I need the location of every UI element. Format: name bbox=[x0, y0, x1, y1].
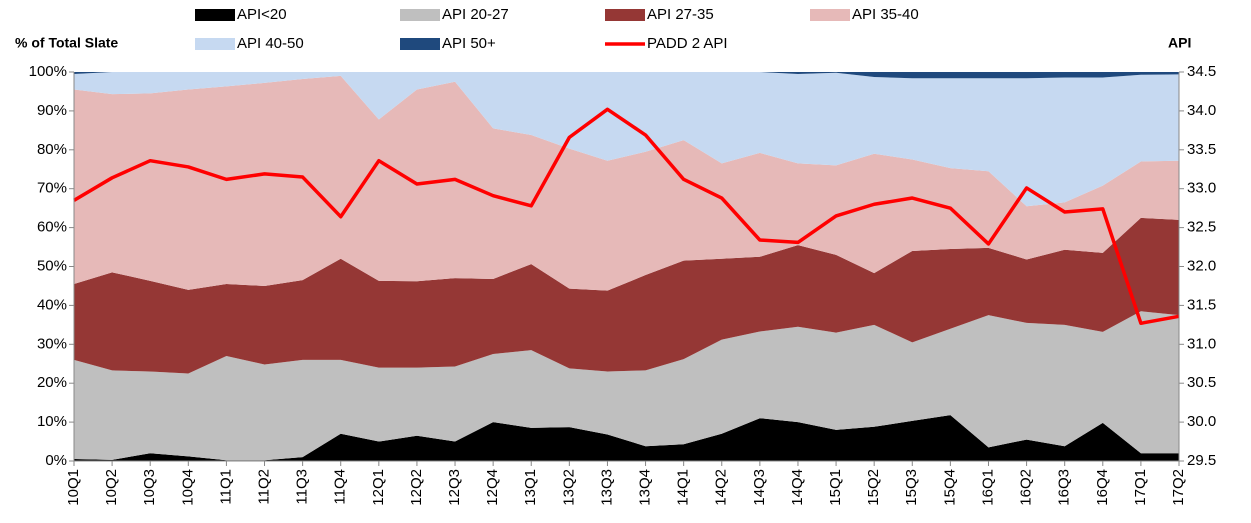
x-tick-label: 10Q2 bbox=[103, 469, 120, 506]
y2-tick-label: 33.5 bbox=[1187, 141, 1216, 158]
y2-tick-label: 31.0 bbox=[1187, 335, 1216, 352]
y2-tick-label: 32.5 bbox=[1187, 219, 1216, 236]
x-tick-label: 14Q1 bbox=[675, 469, 692, 506]
x-tick-label: 15Q2 bbox=[865, 469, 882, 506]
x-tick-label: 13Q4 bbox=[637, 469, 654, 506]
y-tick-label: 90% bbox=[37, 102, 67, 119]
y-tick-label: 0% bbox=[45, 452, 67, 469]
x-tick-label: 10Q3 bbox=[141, 469, 158, 506]
line bbox=[73, 107, 1180, 326]
y2-tick-label: 34.5 bbox=[1187, 63, 1216, 80]
x-tick-label: 17Q2 bbox=[1170, 469, 1187, 506]
y-tick-label: 60% bbox=[37, 219, 67, 236]
x-tick-label: 13Q2 bbox=[560, 469, 577, 506]
x-tick-label: 10Q4 bbox=[179, 469, 196, 506]
y2-tick-label: 33.0 bbox=[1187, 180, 1216, 197]
y-tick-label: 30% bbox=[37, 335, 67, 352]
x-tick-label: 15Q1 bbox=[827, 469, 844, 506]
x-tick-label: 16Q2 bbox=[1018, 469, 1035, 506]
x-tick-label: 11Q3 bbox=[294, 469, 311, 505]
x-tick-label: 16Q3 bbox=[1056, 469, 1073, 506]
x-tick-label: 11Q4 bbox=[332, 469, 349, 505]
y-tick-label: 70% bbox=[37, 180, 67, 197]
x-tick-label: 12Q1 bbox=[370, 469, 387, 506]
y-tick-label: 80% bbox=[37, 141, 67, 158]
area bbox=[74, 311, 1179, 461]
x-tick-label: 17Q1 bbox=[1132, 469, 1149, 506]
y2-tick-label: 30.0 bbox=[1187, 413, 1216, 430]
legend-label: API 27-35 bbox=[647, 6, 714, 23]
x-tick-label: 15Q4 bbox=[941, 469, 958, 506]
y-tick-label: 50% bbox=[37, 257, 67, 274]
x-tick-label: 12Q3 bbox=[446, 469, 463, 506]
area bbox=[74, 75, 1179, 291]
y-axis-label: % of Total Slate bbox=[15, 35, 118, 51]
y2-tick-label: 31.5 bbox=[1187, 296, 1216, 313]
y-tick-label: 40% bbox=[37, 296, 67, 313]
legend-label: API 50+ bbox=[442, 35, 496, 52]
legend-swatch bbox=[400, 9, 440, 21]
y-tick-label: 100% bbox=[29, 63, 67, 80]
legend-label: API 20-27 bbox=[442, 6, 509, 23]
area bbox=[74, 72, 1179, 207]
area bbox=[74, 217, 1179, 374]
y2-axis-label: API bbox=[1168, 35, 1191, 51]
x-tick-label: 12Q2 bbox=[408, 469, 425, 506]
x-tick-label: 14Q2 bbox=[713, 469, 730, 506]
y2-tick-label: 30.5 bbox=[1187, 374, 1216, 391]
area bbox=[74, 72, 1179, 79]
legend-swatch bbox=[195, 9, 235, 21]
legend-label: API 40-50 bbox=[237, 35, 304, 52]
x-tick-label: 16Q4 bbox=[1094, 469, 1111, 506]
x-tick-label: 15Q3 bbox=[903, 469, 920, 506]
x-tick-label: 16Q1 bbox=[979, 469, 996, 506]
legend-swatch bbox=[195, 38, 235, 50]
y-tick-label: 20% bbox=[37, 374, 67, 391]
x-tick-label: 14Q4 bbox=[789, 469, 806, 506]
x-tick-label: 13Q1 bbox=[522, 469, 539, 506]
legend-label: API 35-40 bbox=[852, 6, 919, 23]
x-tick-label: 12Q4 bbox=[484, 469, 501, 506]
y2-tick-label: 32.0 bbox=[1187, 257, 1216, 274]
area bbox=[74, 415, 1179, 461]
x-tick-label: 11Q1 bbox=[217, 469, 234, 505]
legend-swatch bbox=[605, 9, 645, 21]
legend-label: PADD 2 API bbox=[647, 35, 728, 52]
x-tick-label: 11Q2 bbox=[255, 469, 272, 505]
x-tick-label: 10Q1 bbox=[65, 469, 82, 506]
y2-tick-label: 34.0 bbox=[1187, 102, 1216, 119]
x-tick-label: 14Q3 bbox=[751, 469, 768, 506]
legend-swatch bbox=[810, 9, 850, 21]
y-tick-label: 10% bbox=[37, 413, 67, 430]
legend-label: API<20 bbox=[237, 6, 287, 23]
x-tick-label: 13Q3 bbox=[598, 469, 615, 506]
y2-tick-label: 29.5 bbox=[1187, 452, 1216, 469]
legend-swatch bbox=[400, 38, 440, 50]
